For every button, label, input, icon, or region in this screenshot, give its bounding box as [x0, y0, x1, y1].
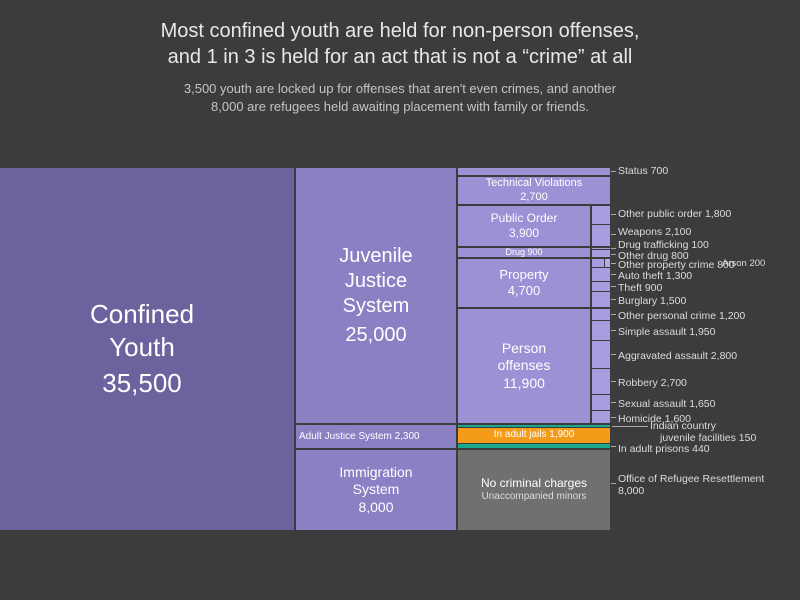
treemap-canvas: Confined Youth 35,500 Juvenile Justice S…	[0, 168, 800, 588]
confined-label-2: Youth	[109, 331, 175, 364]
nocharge-label-2: Unaccompanied minors	[481, 491, 586, 504]
box-robbery	[592, 369, 610, 394]
side-indian-country: Indian country juvenile facilities 150	[650, 420, 756, 444]
person-label-1: Person	[502, 340, 546, 358]
box-arson	[605, 259, 610, 267]
pubord-label: Public Order	[491, 211, 558, 226]
nocharge-label-1: No criminal charges	[481, 476, 587, 491]
jj-label-2: Justice	[345, 269, 407, 294]
tick-drug1	[611, 248, 616, 249]
person-value: 11,900	[503, 375, 545, 393]
box-other-public-order	[592, 206, 610, 224]
box-confined-youth: Confined Youth 35,500	[0, 168, 294, 530]
page-title: Most confined youth are held for non-per…	[0, 0, 800, 80]
indian-1: Indian country	[650, 420, 716, 432]
tech-label: Technical Violations	[486, 177, 582, 191]
tick-pers1	[611, 314, 616, 315]
box-technical-violations: Technical Violations 2,700	[458, 177, 610, 204]
tick-pers3	[611, 354, 616, 355]
jj-label-3: System	[343, 294, 410, 319]
tick-pers5	[611, 402, 616, 403]
side-weapons: Weapons 2,100	[618, 226, 691, 238]
box-sexual-assault	[592, 395, 610, 410]
side-robbery: Robbery 2,700	[618, 377, 687, 389]
title-line-2: and 1 in 3 is held for an act that is no…	[168, 46, 633, 68]
box-drug: Drug 900	[458, 248, 590, 257]
box-weapons	[592, 225, 610, 246]
subtitle-line-1: 3,500 youth are locked up for offenses t…	[184, 81, 616, 96]
box-other-property	[592, 259, 604, 267]
tick-prop1	[611, 263, 616, 264]
immigration-value: 8,000	[358, 499, 393, 517]
box-other-drug	[592, 250, 610, 257]
box-status	[458, 168, 610, 175]
side-status: Status 700	[618, 165, 668, 177]
box-no-criminal-charges: No criminal charges Unaccompanied minors	[458, 450, 610, 530]
confined-value: 35,500	[102, 367, 182, 400]
box-simple-assault	[592, 321, 610, 340]
side-burglary: Burglary 1,500	[618, 295, 686, 307]
immigration-label-1: Immigration	[339, 464, 412, 482]
box-autotheft	[592, 268, 610, 281]
box-person-offenses: Person offenses 11,900	[458, 309, 590, 423]
box-drug-traffic	[592, 248, 610, 249]
orr-1: Office of Refugee Resettlement	[618, 473, 764, 485]
orr-2: 8,000	[618, 485, 644, 497]
box-adult-jails: In adult jails 1,900	[458, 428, 610, 443]
tick-drug2	[611, 254, 616, 255]
box-indian-country	[458, 425, 610, 427]
tick-wep	[611, 234, 616, 235]
tick-prop4	[611, 299, 616, 300]
box-theft	[592, 282, 610, 291]
box-aggravated-assault	[592, 341, 610, 368]
tick-pers4	[611, 381, 616, 382]
jj-label-1: Juvenile	[339, 244, 412, 269]
box-homicide	[592, 411, 610, 423]
box-property: Property 4,700	[458, 259, 590, 307]
tick-status	[611, 171, 616, 172]
side-autotheft: Auto theft 1,300	[618, 270, 692, 282]
tick-prop2	[611, 274, 616, 275]
side-adult-prisons: In adult prisons 440	[618, 443, 710, 455]
box-public-order: Public Order 3,900	[458, 206, 590, 246]
tick-prop3	[611, 286, 616, 287]
pubord-value: 3,900	[509, 226, 539, 241]
side-orr: Office of Refugee Resettlement 8,000	[618, 473, 764, 497]
side-theft: Theft 900	[618, 282, 662, 294]
side-arson: Arson 200	[722, 259, 765, 270]
page-subtitle: 3,500 youth are locked up for offenses t…	[0, 80, 800, 115]
side-other-public-order: Other public order 1,800	[618, 208, 731, 220]
tick-orr	[611, 483, 616, 484]
tick-pers6	[611, 417, 616, 418]
side-other-personal: Other personal crime 1,200	[618, 310, 745, 322]
box-adult-prisons	[458, 444, 610, 448]
box-adult-justice: Adult Justice System 2,300	[296, 425, 456, 448]
tick-indian	[612, 426, 648, 427]
immigration-label-2: System	[353, 481, 400, 499]
side-aggravated-assault: Aggravated assault 2,800	[618, 350, 737, 362]
drug-label: Drug 900	[505, 247, 542, 258]
side-simple-assault: Simple assault 1,950	[618, 326, 715, 338]
tick-adultpris	[611, 446, 616, 447]
tech-value: 2,700	[520, 191, 548, 205]
person-label-2: offenses	[498, 357, 551, 375]
jails-label: In adult jails 1,900	[494, 429, 575, 442]
box-immigration: Immigration System 8,000	[296, 450, 456, 530]
box-burglary	[592, 292, 610, 307]
tick-pers2	[611, 330, 616, 331]
title-line-1: Most confined youth are held for non-per…	[161, 20, 640, 42]
jj-value: 25,000	[345, 323, 406, 348]
side-sexual-assault: Sexual assault 1,650	[618, 398, 715, 410]
subtitle-line-2: 8,000 are refugees held awaiting placeme…	[211, 99, 589, 114]
property-value: 4,700	[508, 283, 541, 299]
box-other-personal	[592, 309, 610, 320]
property-label: Property	[499, 267, 548, 283]
confined-label-1: Confined	[90, 298, 194, 331]
box-juvenile-justice: Juvenile Justice System 25,000	[296, 168, 456, 423]
tick-pub	[611, 214, 616, 215]
adult-justice-label: Adult Justice System 2,300	[299, 431, 420, 442]
